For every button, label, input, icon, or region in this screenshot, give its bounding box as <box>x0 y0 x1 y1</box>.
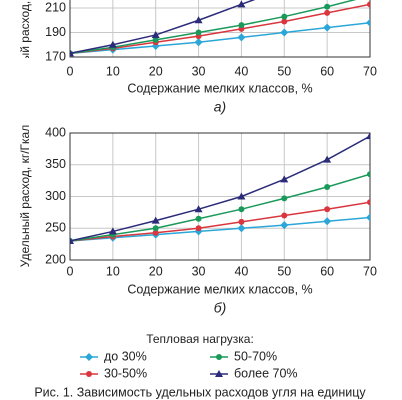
y-tick-label: 210 <box>45 0 66 14</box>
legend-marker <box>86 371 92 377</box>
point <box>323 23 332 32</box>
y-tick-label: 190 <box>45 25 66 39</box>
x-tick-label: 70 <box>363 64 377 78</box>
y-tick-label: 250 <box>45 221 66 235</box>
point <box>280 175 289 183</box>
point <box>195 215 202 222</box>
point <box>152 36 159 43</box>
chart: 200 250 300 350 400 0 10 20 30 40 50 60 70 Содержание… <box>18 125 377 316</box>
x-tick-label: 60 <box>320 64 334 78</box>
plot-frame <box>69 132 371 261</box>
x-axis-label: Содержание мелких классов, % <box>127 282 312 296</box>
x-tick-label: 10 <box>106 264 120 278</box>
point <box>281 195 288 202</box>
point <box>281 212 288 219</box>
legend-label: более 70% <box>234 366 298 380</box>
sublabel: а) <box>214 99 226 115</box>
x-tick-label: 40 <box>234 264 248 278</box>
point <box>70 49 74 57</box>
point <box>151 216 160 224</box>
point <box>238 206 245 213</box>
plot-frame <box>69 0 371 58</box>
series-line <box>70 201 370 242</box>
x-tick-label: 60 <box>320 264 334 278</box>
x-tick-label: 20 <box>149 264 163 278</box>
point <box>194 16 203 24</box>
point <box>324 183 331 190</box>
plot <box>70 132 370 245</box>
point <box>237 33 246 42</box>
point <box>238 22 245 29</box>
y-tick-label: 170 <box>45 49 66 63</box>
point <box>280 28 289 37</box>
point <box>366 132 370 140</box>
point <box>366 18 370 27</box>
legend-marker <box>85 353 93 361</box>
point <box>366 213 370 222</box>
point <box>281 13 288 20</box>
series-line <box>70 0 256 55</box>
series-line <box>70 173 370 242</box>
x-tick-label: 30 <box>192 64 206 78</box>
point <box>152 225 159 232</box>
point <box>194 205 203 213</box>
point <box>237 224 246 233</box>
x-tick-label: 20 <box>149 64 163 78</box>
x-tick-label: 70 <box>363 264 377 278</box>
point <box>324 206 331 213</box>
point <box>70 236 74 244</box>
y-label-wrap: Удельный расход, кг/Гкал <box>18 0 32 101</box>
point <box>281 18 288 25</box>
sublabel: б) <box>214 300 227 316</box>
point <box>323 217 332 226</box>
point <box>108 227 117 235</box>
point <box>152 229 159 236</box>
point <box>367 1 370 8</box>
y-axis-label: Удельный расход, кг/Гкал <box>18 0 32 101</box>
y-tick-label: 350 <box>45 157 66 171</box>
chart: 170 190 210 0 10 20 30 40 50 60 70 Содержание мелки… <box>18 0 377 115</box>
point <box>108 40 117 48</box>
y-label-wrap: Удельный расход, кг/Гкал <box>18 125 32 267</box>
legend-label: 50-70% <box>234 349 277 363</box>
legend-label: 30-50% <box>104 366 147 380</box>
point <box>323 155 332 163</box>
series-line <box>70 0 357 55</box>
point <box>367 171 370 178</box>
y-tick-label: 200 <box>45 252 66 266</box>
point <box>195 29 202 36</box>
series-line <box>70 135 370 242</box>
point <box>367 199 370 206</box>
point <box>324 9 331 16</box>
x-tick-label: 40 <box>234 64 248 78</box>
x-tick-label: 50 <box>277 64 291 78</box>
y-tick-label: 400 <box>45 125 66 139</box>
point <box>324 3 331 10</box>
x-tick-label: 0 <box>67 64 74 78</box>
legend-marker <box>215 370 223 377</box>
point <box>195 225 202 232</box>
x-tick-label: 0 <box>67 264 74 278</box>
series-line <box>70 216 370 242</box>
x-axis-label: Содержание мелких классов, % <box>127 81 312 95</box>
point <box>151 30 160 38</box>
point <box>280 221 289 230</box>
x-tick-label: 10 <box>106 64 120 78</box>
y-axis-label: Удельный расход, кг/Гкал <box>18 125 32 267</box>
caption: Рис. 1. Зависимость удельных расходов уг… <box>34 385 366 399</box>
series-line <box>70 21 370 55</box>
legend-title: Тепловая нагрузка: <box>146 332 254 346</box>
point <box>238 218 245 225</box>
y-tick-label: 300 <box>45 189 66 203</box>
point <box>237 0 246 8</box>
x-tick-label: 50 <box>277 264 291 278</box>
x-tick-label: 30 <box>192 264 206 278</box>
series-line <box>70 3 370 55</box>
legend-marker <box>216 354 222 360</box>
legend-label: до 30% <box>104 349 147 363</box>
point <box>237 192 246 200</box>
plot <box>70 0 370 58</box>
point <box>194 38 203 47</box>
